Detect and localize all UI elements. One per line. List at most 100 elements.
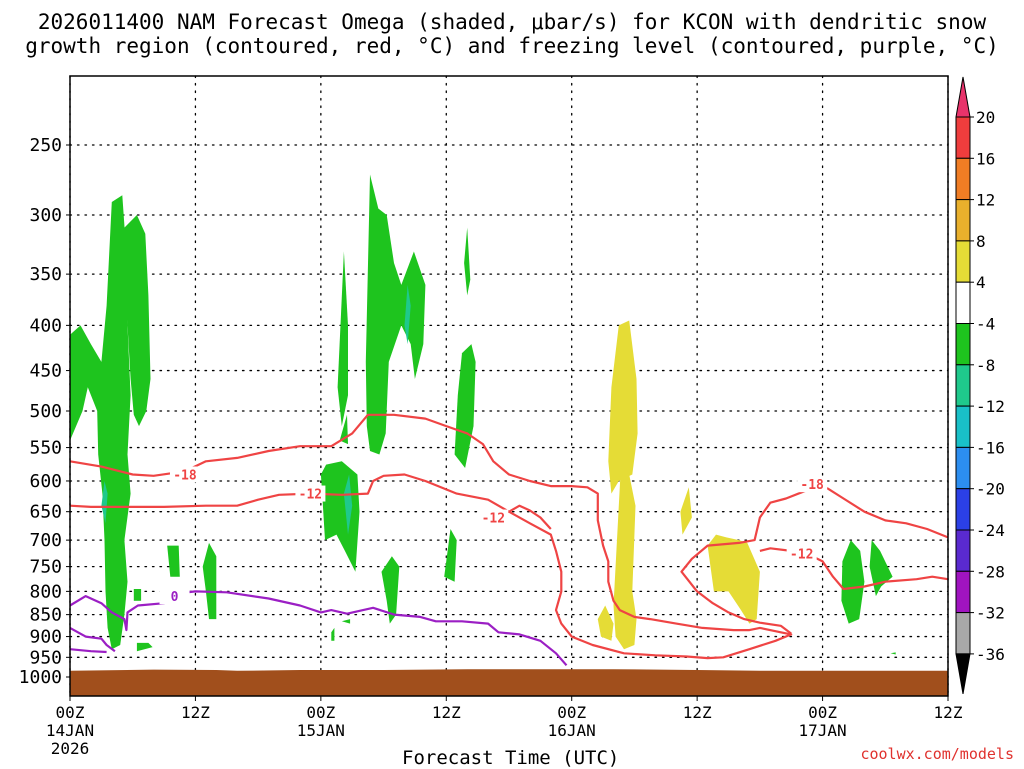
y-tick-label-500: 500 [29,401,62,422]
colorbar-label-13: -36 [976,645,1005,664]
dgz-contour-line-2 [680,485,949,635]
axis-layer: 2503003504004505005506006507007508008509… [19,135,963,758]
dgz-contour-label-1: -12 [299,488,322,503]
surface-layer [70,669,948,696]
dgz-contour-label-4: -12 [482,512,505,527]
dgz-contour-label-bg-1 [295,485,326,502]
omega-region-12 [454,344,476,468]
colorbar-swatch-4 [955,240,971,283]
colorbar-swatch-1 [955,116,971,159]
omega-region-17 [869,540,893,597]
colorbar-swatch-13 [955,612,971,655]
y-tick-label-450: 450 [29,361,62,382]
x-tick-sublabel-6-0: 17JAN [798,721,846,740]
colorbar-label-9: -20 [976,480,1005,499]
colorbar-bottom-arrow [955,653,971,694]
y-tick-label-700: 700 [29,530,62,551]
dgz-contour-label-0: -18 [173,469,197,484]
colorbar-swatch-9 [955,446,971,490]
colorbar-label-3: 8 [976,232,986,251]
omega-region-4 [167,545,180,577]
colorbar-top-arrow [955,76,971,118]
omega-shading-layer [70,174,896,655]
omega-region-0 [70,195,131,650]
dgz-contour-label-3: -12 [790,548,813,563]
omega-region-15 [341,619,351,624]
omega-region-16 [841,540,865,624]
colorbar-swatch-3 [955,199,971,242]
dgz-contour-label-bg-4 [478,509,509,526]
colorbar-label-5: -4 [976,315,995,334]
omega-region-18 [890,652,896,655]
omega-region-22 [608,320,638,494]
dgz-contour-label-bg-0 [169,466,200,483]
omega-region-19 [101,481,108,524]
freezing-contour-line-1 [69,626,116,653]
omega-region-11 [444,529,457,582]
y-tick-label-800: 800 [29,581,62,602]
omega-region-26 [707,534,760,624]
colorbar-swatch-6 [955,323,971,366]
y-tick-label-350: 350 [29,264,62,285]
colorbar-swatch-2 [955,157,971,201]
omega-region-21 [343,474,353,535]
y-tick-label-600: 600 [29,471,62,492]
omega-region-23 [597,605,614,641]
x-tick-label-3: 12Z [432,703,461,722]
x-tick-label-5: 12Z [683,703,712,722]
colorbar-label-1: 16 [976,149,995,168]
x-tick-sublabel-0-1: 2026 [51,739,90,758]
y-tick-label-850: 850 [29,605,62,626]
x-tick-sublabel-0-0: 14JAN [46,721,94,740]
colorbar-swatch-5 [955,281,971,325]
plot-background [70,76,948,696]
freezing-contour-label-bg-0 [159,588,190,605]
x-tick-sublabel-2-0: 15JAN [297,721,345,740]
colorbar-swatch-12 [955,570,971,614]
x-tick-label-1: 12Z [181,703,210,722]
omega-region-1 [122,215,151,427]
colorbar-swatch-10 [955,488,971,531]
chart-title-line-2: growth region (contoured, red, °C) and f… [25,34,999,58]
y-tick-label-400: 400 [29,315,62,336]
ground-surface [70,669,948,696]
omega-region-13 [464,227,471,296]
y-tick-label-550: 550 [29,438,62,459]
omega-region-10 [381,556,400,624]
x-tick-label-2: 00Z [306,703,335,722]
dgz-contour-line-0 [69,413,793,660]
colorbar-swatch-7 [955,364,971,407]
x-tick-label-7: 12Z [934,703,963,722]
y-tick-label-900: 900 [29,627,62,648]
colorbar-label-6: -8 [976,356,995,375]
colorbar-label-8: -16 [976,438,1005,457]
colorbar-swatch-11 [955,529,971,572]
dgz-contour-label-bg-3 [786,545,817,562]
omega-region-8 [365,174,426,455]
dgz-contour-label-2: -18 [800,478,824,493]
omega-region-2 [133,589,142,601]
omega-region-24 [613,468,637,650]
omega-region-14 [331,627,335,641]
y-tick-label-250: 250 [29,135,62,156]
y-tick-label-750: 750 [29,557,62,578]
colorbar-label-4: 4 [976,273,986,292]
colorbar-swatch-8 [955,405,971,448]
colorbar-label-10: -24 [976,521,1005,540]
omega-region-3 [136,642,153,652]
y-tick-label-950: 950 [29,647,62,668]
x-tick-label-4: 00Z [557,703,586,722]
colorbar: 20 16 12 8 4 -4 -8 -12 -16 -20 -24 -28 -32 -36 [955,76,1005,694]
x-tick-sublabel-4-0: 16JAN [548,721,596,740]
omega-region-7 [337,251,348,427]
y-tick-label-1000: 1000 [19,667,62,688]
omega-region-20 [404,284,411,345]
omega-region-25 [680,487,692,535]
freezing-contour-line-0 [69,590,568,667]
x-tick-label-0: 00Z [56,703,85,722]
contour-layer: -18 -12 -18 -12 -12 0 [69,413,949,667]
dgz-contour-label-bg-2 [797,476,828,493]
credit-text: coolwx.com/models [860,745,1014,763]
x-axis-title: Forecast Time (UTC) [402,747,620,769]
colorbar-label-12: -32 [976,604,1005,623]
